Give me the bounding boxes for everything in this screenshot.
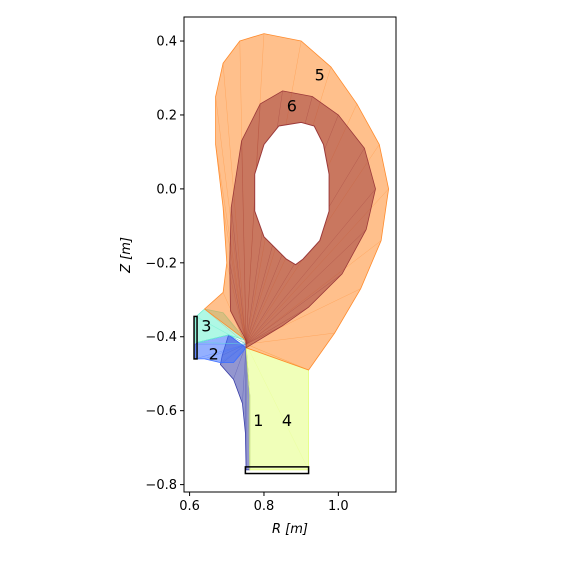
x-tick-label: 0.8 xyxy=(254,499,275,514)
region-6-mesh-line xyxy=(229,262,247,345)
region-2-mesh-line xyxy=(233,344,247,363)
region-4-mesh-line xyxy=(245,344,309,470)
region-5-mesh-line xyxy=(204,308,247,345)
region-6-mesh-line xyxy=(245,103,261,345)
region-2-mesh-line xyxy=(195,343,247,360)
region-6-mesh-line xyxy=(230,310,247,345)
region-5-mesh-line xyxy=(246,332,335,345)
region-label-3: 3 xyxy=(201,317,211,336)
region-6-mesh-line xyxy=(246,325,283,345)
y-tick-label: −0.8 xyxy=(145,478,177,493)
region-6-mesh-line xyxy=(245,229,367,345)
region-5-mesh-line xyxy=(246,343,309,371)
region-6-mesh-line xyxy=(231,207,247,345)
plot-frame xyxy=(183,16,397,493)
region-6-mesh-line xyxy=(245,273,343,345)
x-axis-label: R [m] xyxy=(272,522,308,537)
y-tick-label: 0.4 xyxy=(156,35,177,50)
region-label-6: 6 xyxy=(287,97,297,116)
y-axis-ticks: 0.4 0.2 0.0 −0.2 −0.4 −0.6 −0.8 xyxy=(145,35,184,493)
x-axis-ticks: 0.6 0.8 1.0 xyxy=(179,492,349,514)
region-4-mesh-line xyxy=(245,344,251,396)
target-layer xyxy=(193,315,310,475)
y-tick-label: −0.2 xyxy=(145,256,177,271)
region-4-mesh-line xyxy=(245,344,251,470)
outer-target xyxy=(244,466,310,475)
region-2-fill xyxy=(194,334,247,364)
x-tick-label: 0.6 xyxy=(179,499,200,514)
region-2-mesh-line xyxy=(204,343,247,360)
region-1-mesh-line xyxy=(245,344,247,433)
region-2-mesh-line xyxy=(220,343,247,363)
region-3-mesh-line xyxy=(195,316,247,345)
region-1-mesh-line xyxy=(242,344,247,404)
inner-target xyxy=(193,315,198,360)
x-tick-label: 1.0 xyxy=(328,499,349,514)
region-label-1: 1 xyxy=(253,411,263,430)
y-tick-label: 0.2 xyxy=(156,108,177,123)
y-tick-label: −0.6 xyxy=(145,404,177,419)
region-6-mesh-line xyxy=(241,140,247,345)
region-label-5: 5 xyxy=(315,65,325,84)
region-3-mesh-line xyxy=(195,342,247,345)
y-axis-label: Z [m] xyxy=(119,237,134,274)
region-label-2: 2 xyxy=(209,344,219,363)
region-labels: 1 2 3 4 56 xyxy=(201,65,325,430)
region-2 xyxy=(194,334,247,364)
region-6-mesh-line xyxy=(246,307,309,345)
region-label-4: 4 xyxy=(282,411,292,430)
y-tick-label: −0.4 xyxy=(145,330,177,345)
core-layer xyxy=(254,121,330,266)
region-6-mesh-line xyxy=(245,188,376,345)
region-4 xyxy=(245,343,310,471)
y-tick-label: 0.0 xyxy=(156,182,177,197)
core-region xyxy=(254,121,330,266)
